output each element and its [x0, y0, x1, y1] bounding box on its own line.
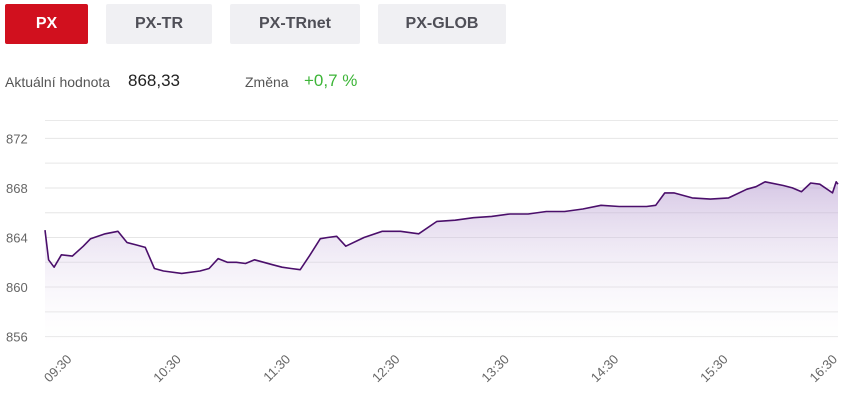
index-summary: Aktuální hodnota 868,33 Změna +0,7 %: [0, 70, 845, 94]
x-tick-label: 11:30: [260, 352, 293, 385]
change-value: +0,7 %: [304, 71, 358, 90]
y-tick-label: 868: [6, 181, 28, 196]
current-value-label: Aktuální hodnota: [5, 74, 111, 90]
y-tick-label: 872: [6, 131, 28, 146]
x-tick-label: 15:30: [697, 352, 731, 386]
y-tick-label: 864: [6, 231, 28, 246]
x-tick-label: 09:30: [41, 352, 75, 386]
intraday-chart: 872 868 864 860 856 09:30 10:30 11:30 12:30 13:3…: [6, 120, 840, 386]
x-axis-labels: 09:30 10:30 11:30 12:30 13:30 14:30 15:30 16:30: [41, 352, 840, 386]
y-axis-labels: 872 868 864 860 856: [6, 131, 28, 344]
series-line: [44, 181, 839, 275]
x-tick-label: 12:30: [369, 352, 403, 386]
x-tick-label: 14:30: [588, 352, 622, 386]
x-tick-label: 16:30: [807, 352, 841, 386]
y-tick-label: 856: [6, 330, 28, 345]
x-tick-label: 13:30: [478, 352, 512, 386]
current-value: 868,33: [128, 71, 180, 90]
tab-px-trnet[interactable]: PX-TRnet: [230, 4, 360, 44]
tab-px[interactable]: PX: [5, 4, 88, 44]
x-tick-label: 10:30: [150, 352, 184, 386]
px-index-line: [44, 181, 839, 275]
y-tick-label: 860: [6, 280, 28, 295]
area-fill: [45, 181, 838, 349]
tab-px-tr[interactable]: PX-TR: [106, 4, 212, 44]
change-label: Změna: [245, 74, 289, 90]
area-under-line: [45, 181, 838, 349]
tab-px-glob[interactable]: PX-GLOB: [378, 4, 506, 44]
